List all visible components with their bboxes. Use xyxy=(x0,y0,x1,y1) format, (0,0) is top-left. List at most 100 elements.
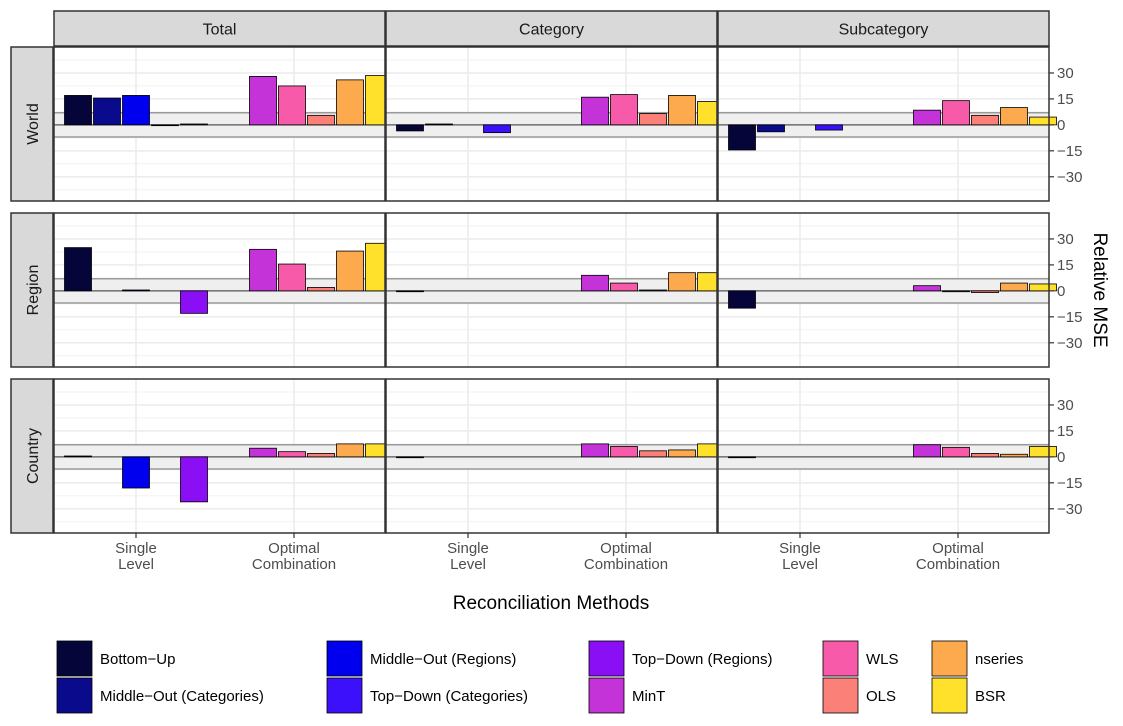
bar xyxy=(122,95,150,126)
x-tick-label: Single Level xyxy=(115,540,157,573)
bar xyxy=(64,247,92,292)
x-tick-label-line: Combination xyxy=(584,556,668,573)
bar xyxy=(180,290,208,314)
bar xyxy=(122,289,150,292)
x-tick-label-line: Single xyxy=(447,540,489,557)
panel-border xyxy=(717,212,1050,368)
bar xyxy=(610,94,638,126)
y-tick-label: −15 xyxy=(1057,309,1082,326)
legend-swatch xyxy=(931,677,968,714)
y-tick-label: 30 xyxy=(1057,65,1074,82)
panel xyxy=(717,212,1057,368)
panel-border xyxy=(53,46,386,202)
x-tick-label-line: Combination xyxy=(252,556,336,573)
x-tick-label: Optimal Combination xyxy=(252,540,336,573)
bar xyxy=(639,450,667,458)
bar xyxy=(396,456,424,459)
column-strip xyxy=(385,10,718,47)
bar xyxy=(93,97,121,126)
legend-label: BSR xyxy=(975,688,1006,705)
bar xyxy=(581,443,609,458)
y-tick-label: −30 xyxy=(1057,169,1082,186)
x-tick-label: Optimal Combination xyxy=(916,540,1000,573)
x-tick-label: Optimal Combination xyxy=(584,540,668,573)
bar xyxy=(396,290,424,293)
bar xyxy=(942,446,970,458)
x-tick-label-line: Level xyxy=(118,556,154,573)
x-tick-label-line: Level xyxy=(782,556,818,573)
bar xyxy=(249,447,277,458)
legend-label: Top−Down (Regions) xyxy=(632,651,773,668)
bar xyxy=(307,287,335,292)
x-tick-label-line: Optimal xyxy=(932,540,984,557)
panel xyxy=(717,378,1057,534)
legend-label: WLS xyxy=(866,651,899,668)
legend-label: nseries xyxy=(975,651,1023,668)
x-tick-label-line: Optimal xyxy=(268,540,320,557)
legend: Bottom−Up Middle−Out (Categories) Middle−O… xyxy=(56,640,1023,714)
y-tick-label: 30 xyxy=(1057,231,1074,248)
bar xyxy=(639,113,667,126)
bar xyxy=(307,114,335,126)
bar xyxy=(610,446,638,458)
y-tick-label: 15 xyxy=(1057,423,1074,440)
legend-swatch xyxy=(588,677,625,714)
bar xyxy=(668,272,696,292)
y-tick-label: −15 xyxy=(1057,475,1082,492)
x-axis-title: Reconciliation Methods xyxy=(453,593,649,614)
bar xyxy=(249,248,277,292)
y-tick-label: 0 xyxy=(1057,117,1065,134)
y-tick-label: −15 xyxy=(1057,143,1082,160)
bar xyxy=(1029,116,1057,126)
panel-border xyxy=(385,212,718,368)
bar xyxy=(581,96,609,126)
bar xyxy=(1000,107,1028,126)
row-strip xyxy=(10,378,54,534)
bar xyxy=(425,123,453,126)
row-strip xyxy=(10,212,54,368)
x-tick-label-line: Single xyxy=(115,540,157,557)
panel-border xyxy=(53,212,386,368)
bar xyxy=(1000,282,1028,292)
bar xyxy=(942,290,970,293)
column-strip-label: Total xyxy=(203,22,237,39)
panel-border xyxy=(717,46,1050,202)
legend-label: Middle−Out (Regions) xyxy=(370,651,516,668)
panel xyxy=(385,212,725,368)
bar xyxy=(180,123,208,126)
legend-swatch xyxy=(56,677,93,714)
bar xyxy=(971,114,999,126)
bar xyxy=(64,455,92,458)
y-tick-label: 15 xyxy=(1057,257,1074,274)
x-tick-label-line: Combination xyxy=(916,556,1000,573)
y-tick-label: 0 xyxy=(1057,283,1065,300)
bar xyxy=(728,290,756,309)
panel xyxy=(53,212,393,368)
bar xyxy=(913,285,941,292)
x-tick-label-line: Single xyxy=(779,540,821,557)
bar xyxy=(639,289,667,292)
panel xyxy=(385,378,725,534)
bar xyxy=(122,456,150,489)
bar xyxy=(757,124,785,133)
bar xyxy=(971,290,999,293)
bar xyxy=(971,453,999,458)
column-strip-label: Subcategory xyxy=(839,22,929,39)
legend-swatch xyxy=(822,677,859,714)
bar xyxy=(336,250,364,292)
bar xyxy=(581,274,609,292)
legend-swatch xyxy=(822,640,859,677)
bar xyxy=(336,79,364,126)
legend-swatch xyxy=(56,640,93,677)
x-tick-label: Single Level xyxy=(447,540,489,573)
legend-label: Bottom−Up xyxy=(100,651,175,668)
legend-label: MinT xyxy=(632,688,665,705)
row-strip xyxy=(10,46,54,202)
legend-label: OLS xyxy=(866,688,896,705)
panel-border xyxy=(717,378,1050,534)
bar xyxy=(913,109,941,126)
bar xyxy=(668,449,696,458)
legend-swatch xyxy=(588,640,625,677)
legend-swatch xyxy=(326,640,363,677)
